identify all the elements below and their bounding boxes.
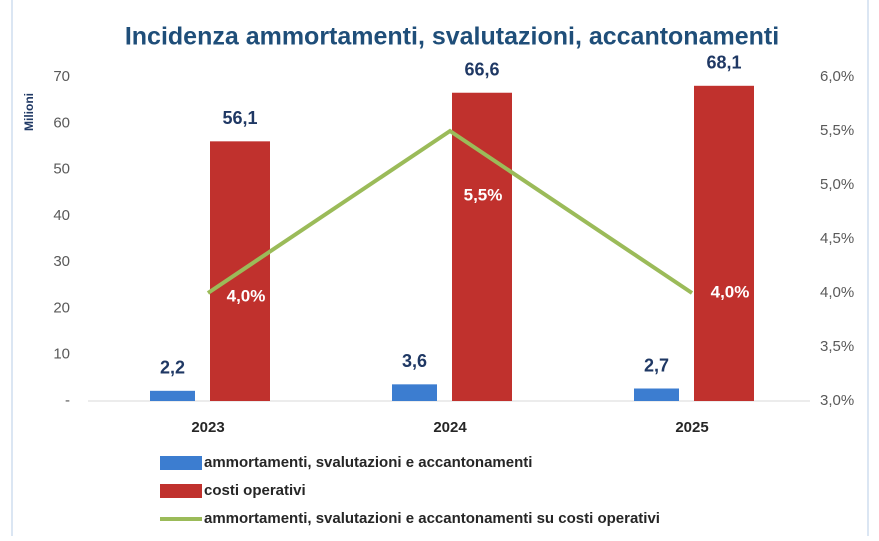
y-tick-label: 30 [53, 253, 70, 270]
bar [150, 390, 195, 401]
legend-swatch [160, 456, 202, 470]
y-tick-label: 40 [53, 207, 70, 224]
bar [634, 388, 679, 401]
legend-label: ammortamenti, svalutazioni e accantoname… [204, 510, 660, 527]
line-data-label: 4,0% [227, 286, 266, 305]
y2-tick-label: 3,0% [820, 392, 854, 409]
y-tick-label: 60 [53, 114, 70, 131]
y-tick-label: 50 [53, 161, 70, 178]
y2-tick-label: 4,5% [820, 230, 854, 247]
legend-label: costi operativi [204, 482, 306, 499]
y2-tick-label: 4,0% [820, 284, 854, 301]
data-label: 56,1 [222, 108, 257, 128]
line [206, 128, 694, 295]
y2-tick-label: 5,0% [820, 176, 854, 193]
x-tick-label: 2023 [191, 419, 224, 436]
data-label: 68,1 [706, 53, 741, 73]
bar [392, 384, 437, 401]
y-tick-label: 10 [53, 346, 70, 363]
chart-title: Incidenza ammortamenti, svalutazioni, ac… [125, 23, 779, 51]
data-label: 2,7 [644, 355, 669, 375]
y2-tick-label: 3,5% [820, 338, 854, 355]
x-tick-label: 2025 [675, 419, 708, 436]
legend-label: ammortamenti, svalutazioni e accantoname… [204, 454, 532, 471]
x-tick-label: 2024 [433, 419, 467, 436]
data-label: 66,6 [464, 59, 499, 79]
y2-tick-label: 5,5% [820, 122, 854, 139]
y2-tick-label: 6,0% [820, 68, 854, 85]
y-tick-label: 20 [53, 299, 70, 316]
data-label: 2,2 [160, 358, 185, 378]
line-data-label: 4,0% [711, 282, 750, 301]
bar [452, 92, 512, 401]
legend-swatch [160, 484, 202, 498]
bar [694, 85, 754, 402]
line-data-label: 5,5% [464, 185, 503, 204]
y-tick-label: 70 [53, 68, 70, 85]
y-axis-label: Milioni [22, 93, 36, 131]
data-label: 3,6 [402, 351, 427, 371]
y-tick-label: - [65, 392, 70, 409]
